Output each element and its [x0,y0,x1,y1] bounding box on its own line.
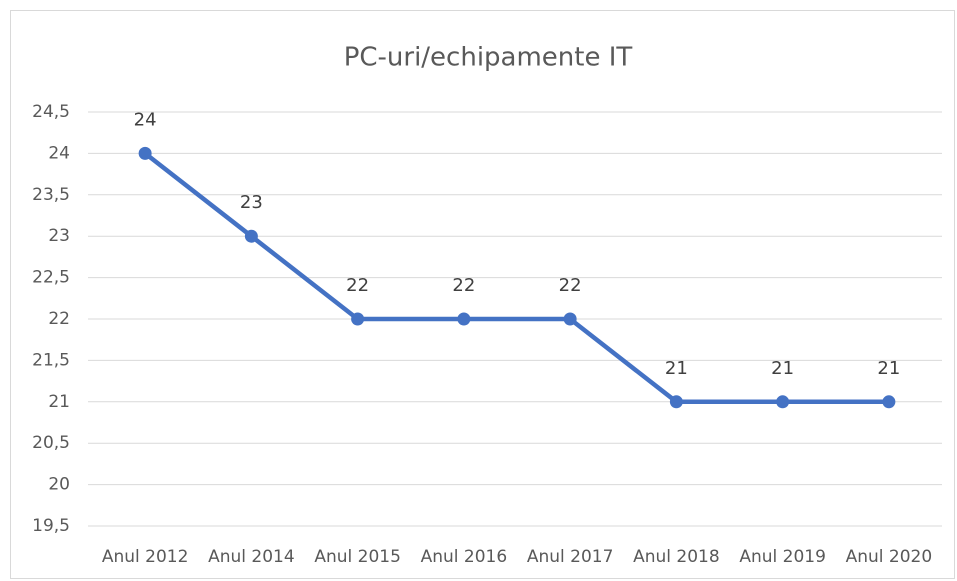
x-tick-label: Anul 2012 [102,547,189,567]
x-tick-label: Anul 2017 [527,547,614,567]
data-label: 21 [665,358,688,379]
y-tick-label: 20,5 [32,433,70,453]
x-tick-label: Anul 2015 [314,547,401,567]
data-point [669,395,683,409]
y-tick-label: 23 [48,226,70,246]
x-tick-label: Anul 2014 [208,547,295,567]
data-label: 23 [240,192,263,213]
chart-title: PC-uri/echipamente IT [344,43,633,73]
y-tick-label: 21,5 [32,350,70,370]
data-label: 22 [346,275,369,296]
data-point [882,395,896,409]
x-tick-label: Anul 2019 [739,547,826,567]
y-tick-label: 22 [48,309,70,329]
y-tick-label: 19,5 [32,516,70,536]
data-label: 21 [877,358,900,379]
y-tick-label: 21 [48,392,70,412]
data-point [351,312,365,326]
data-line [143,151,889,405]
y-tick-label: 23,5 [32,185,70,205]
x-tick-label: Anul 2016 [421,547,508,567]
data-label: 24 [134,109,157,130]
y-tick-label: 24,5 [32,102,70,122]
data-point [563,312,577,326]
x-tick-label: Anul 2020 [846,547,933,567]
data-point [244,229,258,243]
y-tick-label: 22,5 [32,268,70,288]
y-tick-label: 24 [48,143,70,163]
x-tick-label: Anul 2018 [633,547,720,567]
y-tick-label: 20 [48,475,70,495]
data-label: 21 [771,358,794,379]
data-label: 22 [559,275,582,296]
data-point [457,312,471,326]
data-label: 22 [452,275,475,296]
chart-frame [10,10,955,579]
data-point [138,146,152,160]
data-point [776,395,790,409]
